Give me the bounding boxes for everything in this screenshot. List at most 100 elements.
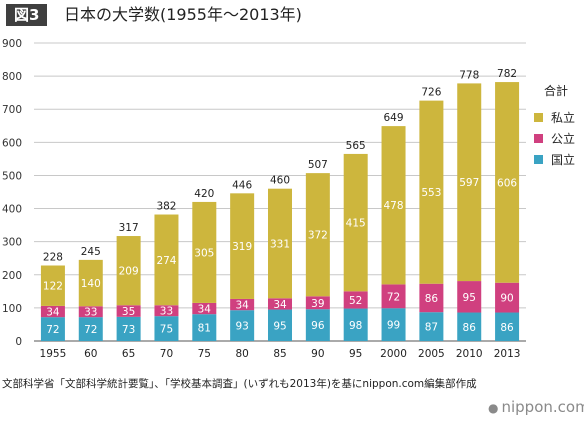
bar-segment-public [192, 302, 217, 315]
brand-name: nippon.com [501, 398, 584, 416]
chart-header: 図3 日本の大学数(1955年〜2013年) [0, 0, 584, 30]
data-label-private: 372 [308, 230, 328, 242]
x-tick-label: 85 [273, 348, 286, 360]
bar-segment-private [419, 100, 444, 284]
bar-segment-public [305, 296, 330, 310]
data-label-private: 478 [384, 200, 404, 212]
x-tick-label: 2005 [418, 348, 445, 360]
x-tick-label: 1955 [40, 348, 67, 360]
total-label: 228 [43, 252, 63, 264]
bar-segment-private [268, 188, 292, 299]
data-label-national: 86 [500, 322, 514, 334]
total-label: 726 [421, 87, 441, 99]
data-label-national: 87 [425, 322, 438, 334]
y-tick-label: 100 [2, 303, 22, 315]
data-label-public: 39 [311, 298, 324, 310]
bar-segment-national [192, 314, 217, 341]
figure-label: 図3 [6, 4, 48, 26]
data-label-national: 81 [198, 323, 211, 335]
data-label-private: 305 [194, 247, 214, 259]
total-label: 565 [346, 140, 366, 152]
bar-segment-public [230, 298, 255, 311]
bar-segment-public [268, 298, 292, 310]
bar-segment-national [40, 317, 65, 341]
x-tick-label: 75 [198, 348, 211, 360]
data-label-national: 86 [463, 322, 477, 334]
x-tick-label: 90 [311, 348, 324, 360]
data-label-private: 597 [459, 177, 479, 189]
bar-segment-public [457, 281, 482, 313]
bar-segment-national [230, 310, 255, 341]
bar-segment-national [381, 308, 406, 341]
x-tick-label: 70 [160, 348, 173, 360]
bar-segment-private [192, 201, 217, 303]
legend: 合計 私立 公立 国立 [534, 82, 575, 170]
y-tick-label: 400 [2, 204, 22, 216]
legend-swatch-public [534, 134, 543, 143]
total-label: 317 [119, 222, 139, 234]
data-label-national: 99 [387, 320, 400, 332]
y-tick-label: 0 [15, 336, 22, 348]
x-tick-label: 2000 [380, 348, 407, 360]
bar-segment-private [457, 83, 482, 282]
data-label-public: 33 [160, 306, 173, 318]
data-label-national: 93 [235, 321, 248, 333]
x-tick-label: 65 [122, 348, 135, 360]
total-label: 782 [497, 68, 517, 80]
x-tick-label: 60 [84, 348, 97, 360]
bar-segment-national [305, 309, 330, 341]
brand-dot-icon: ● [488, 401, 499, 415]
brand-logo: ● nippon.com [488, 398, 584, 416]
y-tick-label: 500 [2, 170, 22, 182]
legend-swatch-private [534, 113, 543, 122]
data-label-private: 553 [421, 187, 441, 199]
bar-segment-private [116, 236, 141, 306]
bar-segment-private [495, 82, 520, 283]
bar-segment-public [154, 305, 179, 317]
data-label-public: 34 [198, 304, 212, 316]
bar-segment-national [268, 309, 292, 341]
bar-segment-national [78, 317, 103, 341]
data-label-national: 72 [84, 324, 97, 336]
data-label-national: 73 [122, 324, 135, 336]
data-label-public: 86 [425, 293, 439, 305]
data-label-national: 95 [273, 320, 286, 332]
data-label-private: 415 [346, 218, 366, 230]
data-label-private: 606 [497, 177, 517, 189]
legend-label-private: 私立 [551, 111, 576, 125]
bar-segment-national [419, 312, 444, 341]
data-label-public: 90 [500, 293, 513, 305]
y-tick-label: 300 [2, 237, 22, 249]
bar-segment-national [116, 316, 141, 341]
y-tick-label: 700 [2, 104, 22, 116]
bar-segment-national [495, 312, 520, 341]
total-label: 507 [308, 159, 328, 171]
data-label-public: 34 [273, 299, 287, 311]
total-label: 778 [459, 69, 479, 81]
bar-segment-public [381, 284, 406, 309]
x-tick-label: 2010 [456, 348, 483, 360]
legend-item-national: 国立 [534, 149, 575, 170]
legend-swatch-national [534, 155, 543, 164]
bar-segment-private [381, 126, 406, 285]
data-label-private: 209 [119, 266, 139, 278]
chart-title: 日本の大学数(1955年〜2013年) [64, 5, 302, 24]
total-label: 382 [156, 201, 176, 213]
bar-segment-public [419, 283, 444, 313]
bar-segment-public [40, 305, 65, 318]
legend-title: 合計 [544, 84, 569, 98]
bar-segment-public [78, 306, 103, 318]
total-label: 446 [232, 179, 252, 191]
bar-segment-private [40, 265, 65, 306]
y-tick-label: 800 [2, 71, 22, 83]
y-tick-label: 600 [2, 137, 22, 149]
data-label-national: 96 [311, 320, 325, 332]
bar-segment-public [116, 305, 141, 317]
bar-segment-public [343, 291, 368, 309]
bar-segment-private [78, 259, 103, 307]
data-label-private: 274 [156, 255, 176, 267]
x-tick-label: 80 [235, 348, 248, 360]
total-label: 245 [81, 246, 101, 258]
legend-label-public: 公立 [551, 132, 576, 146]
